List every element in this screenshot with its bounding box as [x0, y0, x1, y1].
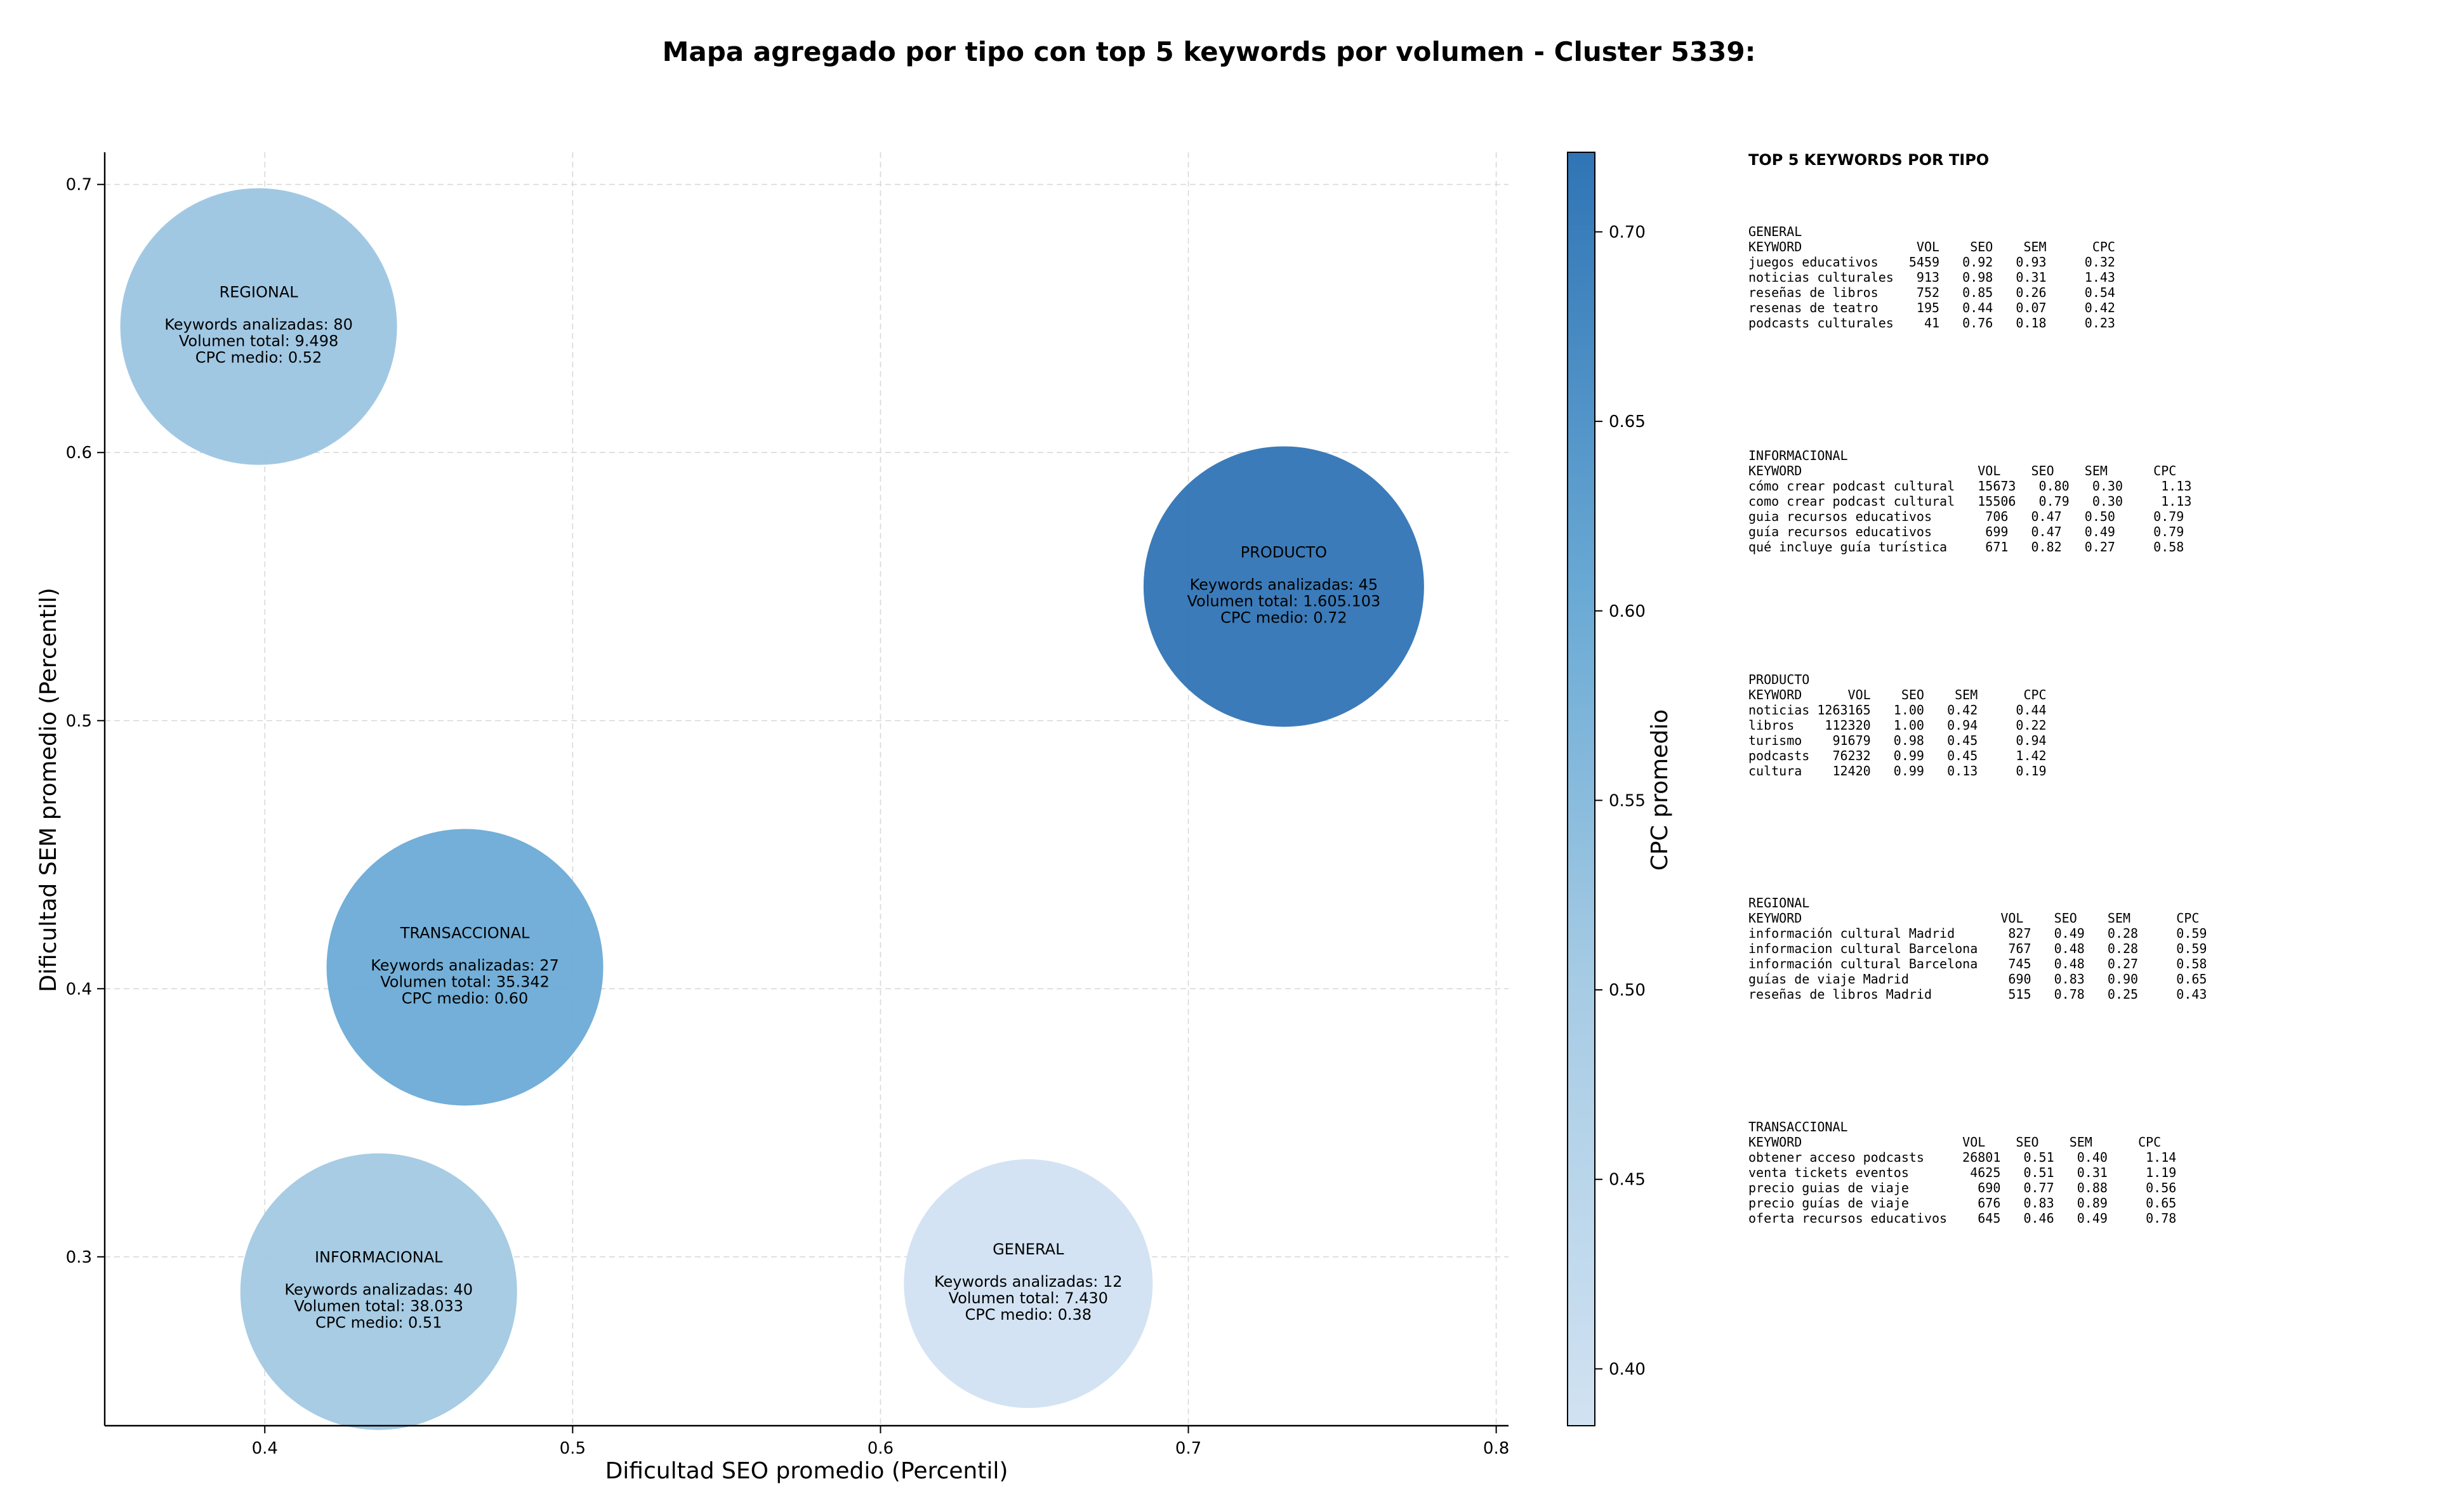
keyword-table-row: como crear podcast cultural 15506 0.79 0… — [1748, 494, 2191, 509]
y-tick-label: 0.6 — [66, 444, 92, 463]
bubble-stat: Keywords analizadas: 40 — [284, 1281, 473, 1299]
bubble-stat: CPC medio: 0.72 — [1220, 608, 1347, 626]
bubble-stat: CPC medio: 0.51 — [315, 1314, 442, 1332]
keyword-table-row: precio guías de viaje 676 0.83 0.89 0.65 — [1748, 1195, 2176, 1211]
keyword-table-title: PRODUCTO — [1748, 672, 1809, 687]
keyword-table-row: KEYWORD VOL SEO SEM CPC — [1748, 910, 2199, 926]
x-tick-label: 0.4 — [252, 1439, 278, 1458]
bubble-stat: Volumen total: 9.498 — [179, 332, 338, 350]
keyword-table-row: KEYWORD VOL SEO SEM CPC — [1748, 1134, 2161, 1150]
keyword-table-row: reseñas de libros 752 0.85 0.26 0.54 — [1748, 285, 2115, 300]
axes — [103, 152, 1509, 1427]
keyword-table-row: KEYWORD VOL SEO SEM CPC — [1748, 239, 2115, 254]
keyword-table-row: cultura 12420 0.99 0.13 0.19 — [1748, 763, 2047, 779]
colorbar-tick-label: 0.65 — [1609, 412, 1646, 431]
keyword-table-row: guías de viaje Madrid 690 0.83 0.90 0.65 — [1748, 971, 2207, 987]
keyword-table-row: información cultural Madrid 827 0.49 0.2… — [1748, 926, 2207, 941]
bubble-stat: Keywords analizadas: 12 — [934, 1273, 1123, 1291]
bubble-circle — [326, 829, 604, 1106]
bubble-stat: CPC medio: 0.60 — [402, 989, 529, 1007]
keyword-table-row: precio guias de viaje 690 0.77 0.88 0.56 — [1748, 1180, 2176, 1195]
colorbar-gradient — [1567, 152, 1595, 1426]
keyword-table-row: oferta recursos educativos 645 0.46 0.49… — [1748, 1211, 2176, 1226]
keyword-table-row: guía recursos educativos 699 0.47 0.49 0… — [1748, 524, 2184, 539]
keyword-table-row: turismo 91679 0.98 0.45 0.94 — [1748, 733, 2047, 748]
x-tick-label: 0.7 — [1175, 1439, 1201, 1458]
bubble-stat: CPC medio: 0.52 — [195, 349, 322, 367]
x-tick-label: 0.8 — [1483, 1439, 1509, 1458]
keyword-table-row: reseñas de libros Madrid 515 0.78 0.25 0… — [1748, 987, 2207, 1002]
bubble-informacional: INFORMACIONAL Keywords analizadas: 40Volu… — [240, 1153, 517, 1430]
y-tick-label: 0.4 — [66, 980, 92, 999]
keyword-table-row: libros 112320 1.00 0.94 0.22 — [1748, 718, 2047, 733]
keyword-table-row: resenas de teatro 195 0.44 0.07 0.42 — [1748, 300, 2115, 315]
keyword-table-row: qué incluye guía turística 671 0.82 0.27… — [1748, 539, 2184, 555]
colorbar-label: CPC promedio — [1647, 709, 1673, 871]
keyword-table-row: podcasts 76232 0.99 0.45 1.42 — [1748, 748, 2047, 763]
bubble-stat: Keywords analizadas: 80 — [164, 316, 353, 334]
colorbar-tick-label: 0.40 — [1609, 1360, 1646, 1379]
x-tick-label: 0.6 — [868, 1439, 894, 1458]
keyword-table-row: obtener acceso podcasts 26801 0.51 0.40 … — [1748, 1150, 2176, 1165]
bubble-name: INFORMACIONAL — [315, 1249, 443, 1266]
colorbar: 0.40 0.45 0.50 0.55 0.60 0.65 0.70 — [1567, 152, 1646, 1426]
keyword-table-title: TRANSACCIONAL — [1748, 1119, 1848, 1134]
bubble-stat: CPC medio: 0.38 — [965, 1306, 1092, 1324]
bubble-stat: Volumen total: 7.430 — [949, 1289, 1108, 1307]
keyword-table-title: INFORMACIONAL — [1748, 448, 1848, 463]
side-panel-heading: TOP 5 KEYWORDS POR TIPO — [1748, 151, 1989, 169]
keyword-table-row: KEYWORD VOL SEO SEM CPC — [1748, 463, 2176, 478]
keyword-table-row: noticias 1263165 1.00 0.42 0.44 — [1748, 702, 2047, 718]
bubble-name: REGIONAL — [219, 284, 298, 301]
bubble-transaccional: TRANSACCIONAL Keywords analizadas: 27Volu… — [326, 829, 604, 1106]
keyword-table-row: cómo crear podcast cultural 15673 0.80 0… — [1748, 478, 2191, 494]
bubble-stat: Keywords analizadas: 45 — [1190, 575, 1378, 593]
bubble-circle — [120, 188, 397, 465]
keyword-table-title: GENERAL — [1748, 224, 1802, 239]
colorbar-tick-label: 0.70 — [1609, 223, 1646, 242]
keyword-table-row: venta tickets eventos 4625 0.51 0.31 1.1… — [1748, 1165, 2176, 1180]
bubble-name: TRANSACCIONAL — [400, 924, 530, 942]
bubble-name: GENERAL — [993, 1240, 1064, 1258]
bubble-circle — [904, 1159, 1153, 1409]
keyword-table-title: REGIONAL — [1748, 895, 1809, 910]
bubble-stat: Volumen total: 35.342 — [380, 973, 550, 990]
bubble-name: PRODUCTO — [1241, 543, 1327, 561]
colorbar-tick-label: 0.45 — [1609, 1171, 1646, 1190]
bubble-stat: Volumen total: 1.605.103 — [1187, 592, 1380, 610]
bubble-stat: Volumen total: 38.033 — [294, 1298, 463, 1315]
x-tick-label: 0.5 — [560, 1439, 586, 1458]
x-axis-label: Dificultad SEO promedio (Percentil) — [605, 1458, 1008, 1484]
bubble-circle — [240, 1153, 517, 1430]
keyword-table-row: guia recursos educativos 706 0.47 0.50 0… — [1748, 509, 2184, 524]
keyword-table-row: podcasts culturales 41 0.76 0.18 0.23 — [1748, 315, 2115, 331]
keyword-table-row: informacion cultural Barcelona 767 0.48 … — [1748, 941, 2207, 956]
colorbar-tick-label: 0.55 — [1609, 791, 1646, 810]
keyword-table-row: KEYWORD VOL SEO SEM CPC — [1748, 687, 2047, 702]
chart-title: Mapa agregado por tipo con top 5 keyword… — [663, 36, 1756, 67]
y-tick-label: 0.5 — [66, 712, 92, 731]
y-tick-label: 0.7 — [66, 176, 92, 195]
y-axis-label: Dificultad SEM promedio (Percentil) — [36, 588, 62, 992]
tick-layer: 0.4 0.5 0.6 0.7 0.8 0.3 0.4 0.5 0.6 0.7 — [66, 176, 1510, 1458]
colorbar-tick-label: 0.60 — [1609, 602, 1646, 621]
bubble-stat: Keywords analizadas: 27 — [371, 956, 559, 974]
y-tick-label: 0.3 — [66, 1248, 92, 1267]
keyword-table-row: información cultural Barcelona 745 0.48 … — [1748, 956, 2207, 971]
keyword-table-row: noticias culturales 913 0.98 0.31 1.43 — [1748, 270, 2115, 285]
bubble-circle — [1143, 446, 1424, 727]
colorbar-tick-label: 0.50 — [1609, 981, 1646, 1000]
keyword-table-row: juegos educativos 5459 0.92 0.93 0.32 — [1748, 254, 2115, 270]
